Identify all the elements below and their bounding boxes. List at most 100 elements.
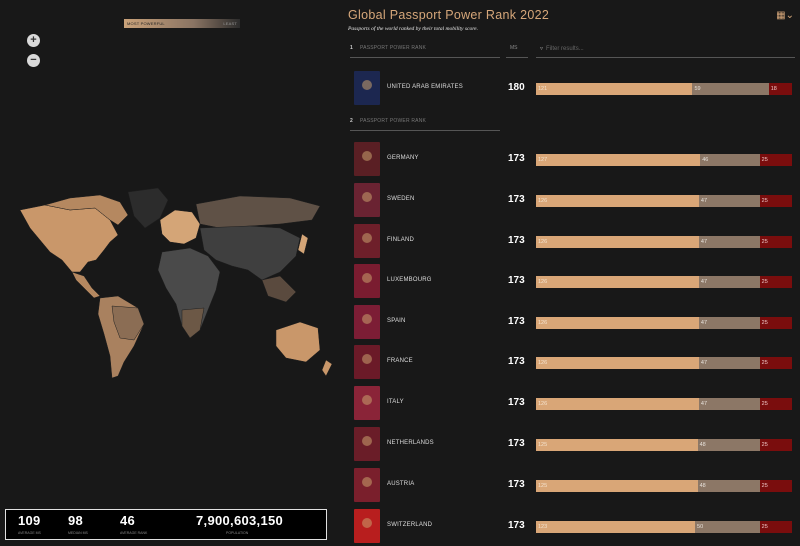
country-name: LUXEMBOURG [387,277,432,283]
world-map[interactable] [0,180,342,390]
visa-free-segment: 126 [536,398,699,410]
passport-emblem-icon [362,314,372,324]
stat-population: 7,900,603,150 POPULATION [196,513,284,535]
calendar-icon[interactable]: ▦⌄ [776,10,794,21]
visa-required-segment: 25 [759,154,792,166]
north-america-shape[interactable] [19,204,119,273]
visa-required-segment: 25 [759,357,792,369]
passport-row[interactable]: LUXEMBOURG 173 126 47 25 [342,264,800,298]
ms-column-header[interactable]: MS [506,41,528,58]
stat-value: 7,900,603,150 [196,513,284,528]
mobility-breakdown-bar: 126 47 25 [536,276,792,288]
filter-input[interactable]: ▿ Filter results... [536,41,795,58]
legend-least-label: LEAST [223,21,237,26]
passport-cover-image [354,183,380,217]
passport-emblem-icon [362,518,372,528]
country-name: AUSTRIA [387,481,415,487]
passport-row[interactable]: FRANCE 173 126 47 25 [342,345,800,379]
country-name: NETHERLANDS [387,440,434,446]
country-name: SPAIN [387,318,406,324]
europe-shape[interactable] [159,209,201,245]
visa-required-segment: 25 [759,521,792,533]
passport-row[interactable]: NETHERLANDS 173 125 48 25 [342,427,800,461]
page-title: Global Passport Power Rank 2022 [348,8,550,22]
new-zealand-shape[interactable] [321,359,333,377]
mobility-breakdown-bar: 126 47 25 [536,398,792,410]
mobility-score: 180 [508,82,525,93]
passport-row[interactable]: ITALY 173 126 47 25 [342,386,800,420]
country-name: ITALY [387,399,404,405]
passport-cover-image [354,142,380,176]
australia-shape[interactable] [275,321,321,363]
mobility-score: 173 [508,316,525,327]
filter-placeholder: Filter results... [546,46,584,52]
southern-africa-shape[interactable] [181,307,205,339]
visa-on-arrival-segment: 47 [698,236,760,248]
stat-median-ms: 98 MEDIAN MS [68,513,88,535]
brazil-shape[interactable] [111,305,145,341]
mobility-breakdown-bar: 126 47 25 [536,357,792,369]
passport-cover-image [354,509,380,543]
passport-cover-image [354,468,380,502]
visa-required-segment: 25 [759,276,792,288]
russia-shape[interactable] [195,195,321,229]
zoom-out-button[interactable]: − [27,54,40,67]
passport-row[interactable]: GERMANY 173 127 46 25 [342,142,800,176]
visa-free-segment: 125 [536,480,698,492]
passport-cover-image [354,386,380,420]
southeast-asia-shape[interactable] [261,275,297,303]
visa-free-segment: 125 [536,439,698,451]
passport-cover-image [354,427,380,461]
asia-shape[interactable] [199,225,301,281]
passport-row[interactable]: SWEDEN 173 126 47 25 [342,183,800,217]
visa-free-segment: 121 [536,83,693,95]
visa-on-arrival-segment: 50 [695,521,760,533]
passport-row[interactable]: SWITZERLAND 173 123 50 25 [342,509,800,543]
passport-cover-image [354,305,380,339]
visa-required-segment: 25 [759,317,792,329]
central-america-shape[interactable] [71,271,101,299]
visa-free-segment: 126 [536,195,699,207]
country-name: UNITED ARAB EMIRATES [387,84,463,90]
zoom-in-button[interactable]: + [27,34,40,47]
visa-on-arrival-segment: 59 [692,83,769,95]
visa-required-segment: 18 [768,83,792,95]
japan-shape[interactable] [297,233,309,255]
stats-bar: 109 AVERAGE MS 98 MEDIAN MS 46 AVERAGE R… [5,509,327,540]
canada-shape[interactable] [44,194,129,226]
mobility-breakdown-bar: 123 50 25 [536,521,792,533]
passport-row[interactable]: AUSTRIA 173 125 48 25 [342,468,800,502]
stat-label: AVERAGE RANK [120,531,148,535]
page-subtitle: Passports of the world ranked by their t… [348,26,478,32]
legend-most-label: MOST POWERFUL [127,21,165,26]
passport-emblem-icon [362,80,372,90]
stat-value: 98 [68,513,84,528]
visa-on-arrival-segment: 47 [698,317,760,329]
passport-emblem-icon [362,395,372,405]
filter-icon: ▿ [540,46,544,52]
mobility-score: 173 [508,479,525,490]
mobility-score: 173 [508,194,525,205]
mobility-breakdown-bar: 126 47 25 [536,236,792,248]
visa-required-segment: 25 [759,439,792,451]
passport-cover-image [354,224,380,258]
country-name: FINLAND [387,237,415,243]
passport-cover-image [354,264,380,298]
visa-on-arrival-segment: 46 [700,154,760,166]
mobility-score: 173 [508,520,525,531]
mobility-score: 173 [508,438,525,449]
visa-on-arrival-segment: 48 [697,439,760,451]
passport-emblem-icon [362,273,372,283]
visa-required-segment: 25 [759,236,792,248]
mobility-breakdown-bar: 125 48 25 [536,480,792,492]
greenland-shape[interactable] [127,187,169,229]
map-panel: MOST POWERFUL LEAST + − 109 AVERAGE MS [0,0,342,546]
passport-row[interactable]: UNITED ARAB EMIRATES 180 121 59 18 [342,71,800,105]
stat-value: 109 [18,513,41,528]
map-legend: MOST POWERFUL LEAST [124,19,240,28]
rank-group-header: 2 PASSPORT POWER RANK [350,114,500,131]
passport-row[interactable]: FINLAND 173 126 47 25 [342,224,800,258]
visa-on-arrival-segment: 48 [697,480,760,492]
stat-label: AVERAGE MS [18,531,41,535]
passport-row[interactable]: SPAIN 173 126 47 25 [342,305,800,339]
